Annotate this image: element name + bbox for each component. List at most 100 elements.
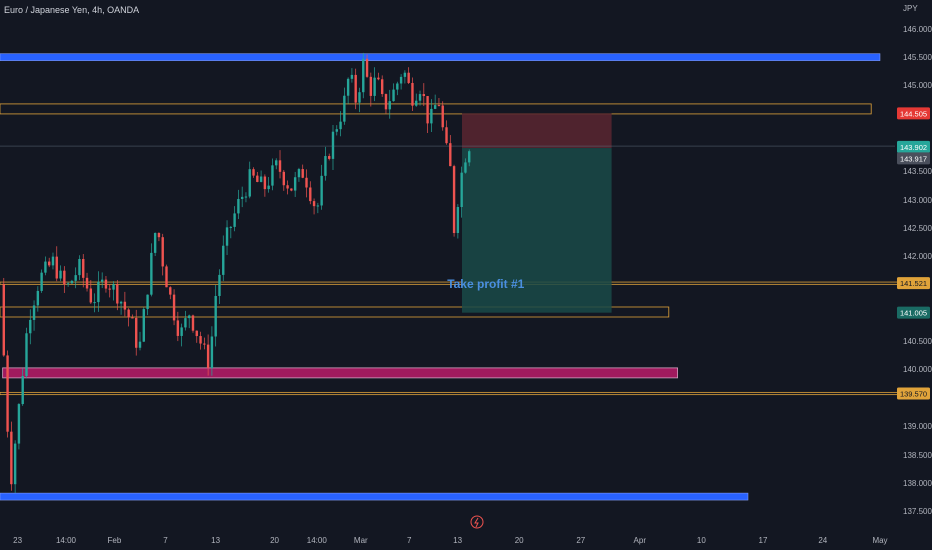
candle — [468, 149, 471, 167]
candle-body — [74, 275, 77, 281]
candle-body — [373, 77, 376, 96]
candle — [135, 309, 138, 356]
candle-body — [32, 305, 36, 320]
candle-body — [13, 443, 17, 485]
candle-body — [354, 74, 357, 103]
candle-body — [142, 309, 145, 342]
candle — [256, 171, 259, 183]
candle — [263, 174, 267, 197]
candle-body — [85, 277, 89, 289]
candle-body — [44, 261, 47, 273]
annotations-layer: Take profit #1 — [447, 277, 524, 291]
candle — [244, 192, 248, 203]
candle-body — [456, 207, 460, 233]
candle — [104, 275, 108, 293]
y-tick-label: 145.000 — [903, 81, 932, 90]
candle-body — [150, 252, 153, 295]
candle — [422, 83, 426, 107]
candle — [225, 220, 229, 256]
candle-body — [237, 198, 240, 214]
price-tag-value: 139.570 — [900, 390, 927, 399]
candle — [93, 293, 96, 313]
candle-body — [407, 72, 410, 83]
price-tag: 144.505 — [897, 107, 930, 120]
candle-body — [180, 327, 183, 336]
candle — [112, 281, 115, 301]
candle — [464, 158, 467, 174]
x-tick-label: 7 — [407, 536, 412, 545]
y-tick-label: 138.500 — [903, 451, 932, 460]
price-tag-box — [897, 306, 930, 319]
zone-resistance-top — [0, 53, 881, 61]
candle-body — [25, 333, 28, 376]
candle — [460, 166, 463, 218]
candle-body — [40, 272, 43, 291]
candle-body — [403, 72, 407, 77]
candle — [339, 111, 342, 137]
position-tool[interactable] — [0, 113, 895, 313]
candle-body — [29, 319, 32, 334]
candle — [309, 181, 312, 205]
candle — [210, 326, 214, 376]
candle-body — [282, 171, 285, 186]
flash-icon[interactable] — [470, 515, 484, 529]
candle — [411, 77, 414, 111]
candle-body — [70, 280, 74, 284]
candle — [415, 93, 418, 107]
candle-body — [127, 309, 130, 318]
candle — [293, 171, 297, 197]
candle-body — [452, 166, 456, 233]
y-tick-label: 139.000 — [903, 422, 932, 431]
candle-body — [100, 279, 104, 282]
candle — [335, 125, 338, 136]
candle-body — [82, 258, 85, 278]
candle-body — [36, 290, 40, 306]
y-tick-label: 137.500 — [903, 507, 932, 516]
candle-body — [331, 131, 335, 159]
x-tick-label: 7 — [163, 536, 168, 545]
candle — [358, 87, 361, 113]
candle-body — [176, 320, 180, 336]
candle-body — [267, 185, 270, 190]
candle-body — [157, 232, 161, 238]
candle — [25, 327, 28, 379]
candle — [331, 124, 335, 170]
candle — [286, 180, 289, 195]
y-tick-label: 143.500 — [903, 167, 932, 176]
candle — [392, 83, 395, 102]
candle — [180, 323, 183, 347]
candle-body — [51, 256, 55, 266]
chart-title: Euro / Japanese Yen, 4h, OANDA — [4, 5, 139, 15]
price-tag: 141.005 — [897, 306, 930, 319]
candle-body — [169, 287, 172, 295]
candle — [44, 256, 47, 276]
candle — [218, 269, 221, 304]
candle — [433, 94, 437, 110]
candle — [384, 93, 388, 114]
price-tag-value: 144.505 — [900, 109, 927, 118]
x-tick-label: 13 — [453, 536, 462, 545]
candle — [66, 281, 70, 287]
time-axis[interactable]: 23 14:00 Feb 7 13 20 14:00 Mar 7 13 20 27 Apr 10 17 24 M… — [13, 536, 887, 545]
candle-body — [225, 227, 229, 246]
candle — [403, 70, 407, 84]
price-axis[interactable]: 146.000 145.500 145.000 143.500 143.000 142.5… — [903, 25, 932, 516]
candle — [6, 350, 9, 438]
candle — [89, 280, 93, 304]
candle — [377, 72, 380, 81]
x-tick-label: 14:00 — [307, 536, 328, 545]
candle-body — [449, 143, 452, 167]
candle — [17, 403, 21, 450]
candle — [206, 334, 210, 376]
candle-body — [252, 169, 255, 176]
candle-body — [418, 94, 422, 101]
candle-body — [343, 95, 346, 122]
price-tags: 144.505 143.902 143.917 141.521 141.005 139.5… — [897, 107, 930, 400]
candle-body — [210, 336, 214, 369]
candle-body — [93, 302, 96, 304]
candle — [161, 233, 164, 276]
candle-body — [21, 375, 24, 405]
candle-body — [259, 176, 263, 182]
x-tick-label: May — [872, 536, 887, 545]
